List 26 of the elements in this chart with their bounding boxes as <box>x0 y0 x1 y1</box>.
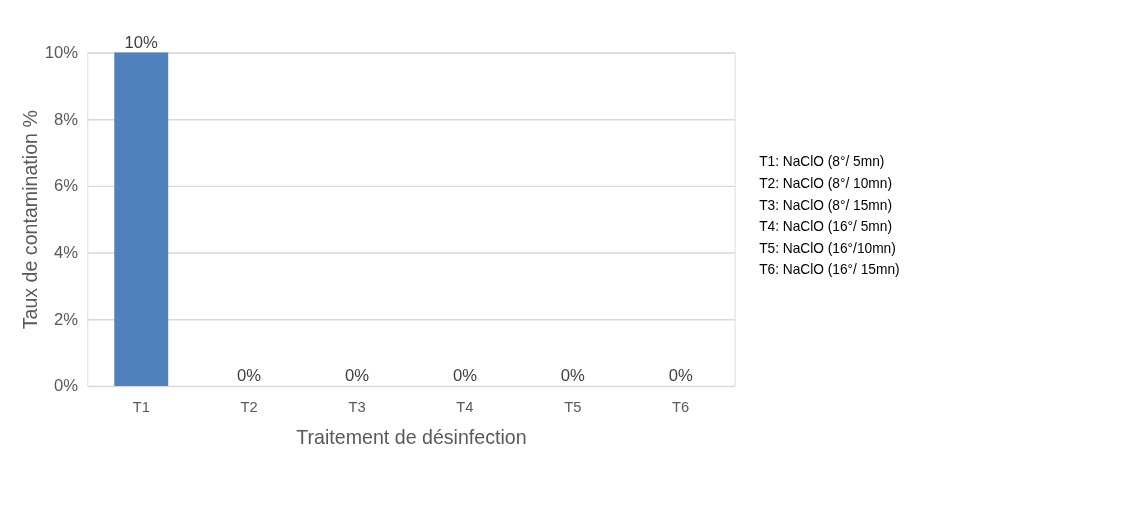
text: T1: NaClO (8°/ 5mn) <box>759 154 885 170</box>
y-tick-label: 2% <box>53 309 79 329</box>
data-label: 0% <box>560 366 586 386</box>
text: T3: NaClO (8°/ 15mn) <box>759 197 892 213</box>
data-label: 0% <box>344 366 370 386</box>
data-label: 0% <box>668 366 693 386</box>
y-axis-title: Taux de contamination % <box>18 110 41 330</box>
text: T4: NaClO (16°/ 5mn) <box>759 219 892 235</box>
y-tick-label: 6% <box>53 176 79 196</box>
y-tick-label: 0% <box>53 376 79 396</box>
y-tick-label: 10% <box>44 42 79 62</box>
text: T2: NaClO (8°/ 10mn) <box>759 176 892 192</box>
data-label: 0% <box>237 366 262 386</box>
x-tick-label: T1 <box>132 398 150 415</box>
data-label: 10% <box>124 32 159 52</box>
x-tick-label: T2 <box>240 398 258 415</box>
text: T5: NaClO (16°/10mn) <box>759 240 896 256</box>
x-axis-title: Traitement de désinfection <box>296 426 527 449</box>
x-tick-label: T5 <box>564 398 582 415</box>
x-tick-label: T4 <box>456 398 474 415</box>
y-tick-label: 8% <box>53 109 79 129</box>
text: T6: NaClO (16°/ 15mn) <box>759 262 900 278</box>
y-tick-label: 4% <box>53 242 79 262</box>
x-tick-label: T3 <box>348 398 366 415</box>
data-label: 0% <box>452 366 478 386</box>
x-tick-label: T6 <box>672 398 690 415</box>
